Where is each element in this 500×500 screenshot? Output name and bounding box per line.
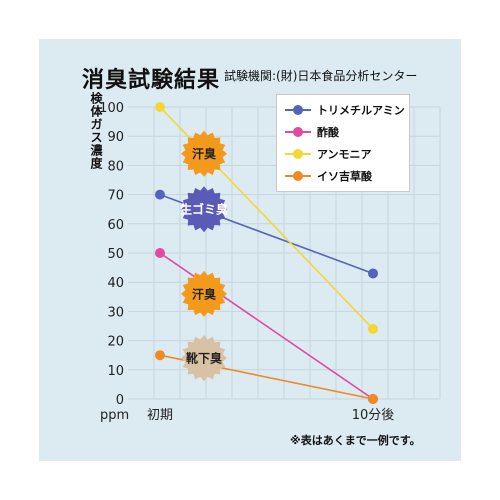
badge-shape bbox=[181, 335, 227, 382]
data-point bbox=[155, 189, 165, 200]
annotation-label: 生ゴミ臭 bbox=[180, 202, 228, 217]
legend-item: イソ吉草酸 bbox=[285, 167, 372, 185]
legend-label: トリメチルアミン bbox=[317, 104, 405, 117]
chart-subtitle: 試験機関:(財)日本食品分析センター bbox=[224, 69, 418, 83]
x-tick-label: 初期 bbox=[147, 408, 173, 423]
legend-swatch bbox=[285, 105, 311, 115]
badge-shape bbox=[181, 270, 227, 317]
annotation-label: 靴下臭 bbox=[186, 351, 222, 366]
y-tick-label: 20 bbox=[107, 335, 124, 350]
chart-title: 消臭試験結果 bbox=[82, 68, 221, 93]
annotation-label: 汗臭 bbox=[192, 286, 216, 301]
y-tick-label: 80 bbox=[107, 159, 124, 174]
data-point bbox=[155, 350, 165, 361]
legend-swatch bbox=[285, 171, 311, 181]
y-axis-label: 検体ガス濃度 bbox=[89, 92, 103, 170]
badge-shape bbox=[181, 186, 227, 233]
legend-label: 酢酸 bbox=[317, 126, 339, 139]
y-tick-label: 60 bbox=[107, 218, 124, 233]
y-tick-label: 0 bbox=[116, 393, 124, 408]
legend-item: アンモニア bbox=[285, 145, 372, 163]
data-point bbox=[155, 102, 165, 112]
y-tick-label: 40 bbox=[107, 276, 124, 291]
legend-swatch bbox=[285, 149, 311, 159]
legend-item: 酢酸 bbox=[285, 123, 339, 141]
data-point bbox=[368, 394, 378, 404]
legend-item: トリメチルアミン bbox=[285, 101, 405, 119]
annotation-badge: 靴下臭 bbox=[181, 335, 227, 382]
badge-shape bbox=[181, 130, 227, 177]
footnote: ※表はあくまで一例です。 bbox=[290, 434, 421, 447]
annotation-badge: 汗臭 bbox=[181, 130, 227, 177]
legend-swatch bbox=[285, 127, 311, 137]
legend-label: イソ吉草酸 bbox=[317, 170, 372, 183]
y-tick-label: 70 bbox=[107, 189, 124, 204]
y-tick-label: 50 bbox=[107, 247, 124, 262]
y-tick-label: 100 bbox=[99, 101, 124, 116]
y-tick-label: 10 bbox=[107, 364, 124, 379]
x-tick-label: 10分後 bbox=[352, 408, 395, 423]
data-point bbox=[155, 248, 165, 258]
y-unit-label: ppm bbox=[100, 408, 129, 423]
data-point bbox=[368, 323, 378, 334]
annotation-badge: 生ゴミ臭 bbox=[180, 186, 228, 233]
annotation-badge: 汗臭 bbox=[181, 270, 227, 317]
y-tick-label: 90 bbox=[107, 130, 124, 145]
legend: トリメチルアミン 酢酸アンモニアイソ吉草酸 bbox=[276, 94, 410, 192]
legend-label: アンモニア bbox=[317, 148, 372, 161]
data-point bbox=[368, 268, 378, 279]
annotation-label: 汗臭 bbox=[192, 146, 216, 161]
y-tick-label: 30 bbox=[107, 305, 124, 320]
